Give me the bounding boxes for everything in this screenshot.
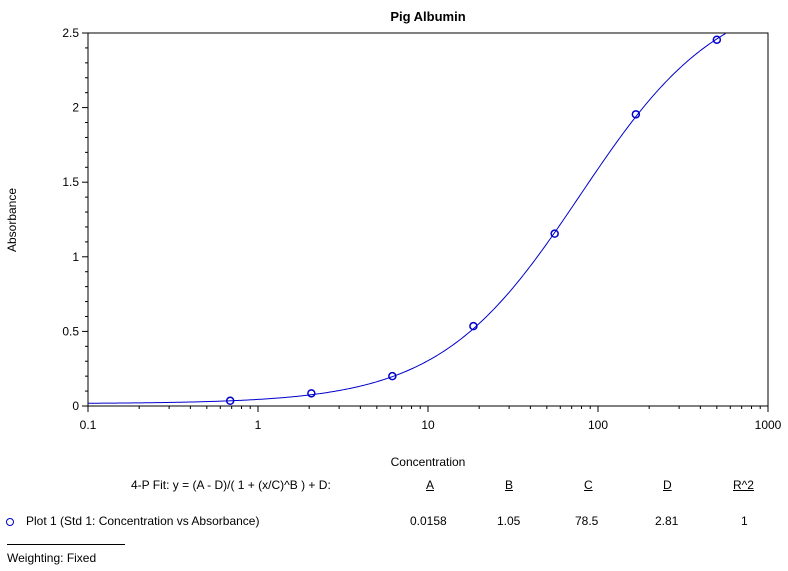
x-tick-label: 10 — [421, 418, 435, 432]
weighting-label: Weighting: Fixed — [7, 551, 97, 565]
data-point — [712, 35, 722, 44]
fit-header-a: A — [426, 478, 435, 492]
data-points — [225, 35, 722, 406]
data-point — [388, 371, 397, 381]
x-tick-label: 100 — [588, 418, 608, 432]
legend-series-name: Plot 1 (Std 1: Concentration vs Absorban… — [26, 514, 260, 528]
data-point — [469, 321, 478, 331]
fit-value-b: 1.05 — [497, 514, 521, 528]
chart: Pig Albumin Absorbance Concentration 0.1… — [5, 9, 782, 469]
fit-value-d: 2.81 — [655, 514, 679, 528]
y-tick-label: 0.5 — [62, 324, 79, 338]
data-point — [550, 229, 559, 238]
fit-value-r2: 1 — [741, 514, 748, 528]
y-axis-label: Absorbance — [5, 188, 19, 252]
fit-header-d: D — [663, 478, 672, 492]
fit-header-b: B — [505, 478, 514, 492]
chart-title: Pig Albumin — [390, 9, 465, 24]
weighting-divider — [7, 544, 125, 545]
fit-value-c: 78.5 — [575, 514, 599, 528]
fit-equation: 4-P Fit: y = (A - D)/( 1 + (x/C)^B ) + D… — [131, 478, 331, 492]
x-axis-label: Concentration — [391, 455, 466, 469]
x-tick-label: 1000 — [755, 418, 782, 432]
y-tick-label: 1.5 — [62, 175, 79, 189]
fit-header-r2: R^2 — [733, 478, 754, 492]
fit-header-row: 4-P Fit: y = (A - D)/( 1 + (x/C)^B ) + D… — [0, 478, 788, 496]
axes: 0.1 1 10 100 1000 0 0.5 1 1.5 2 2.5 — [62, 26, 781, 432]
legend-marker-icon — [6, 515, 14, 529]
y-tick-label: 2.5 — [62, 26, 79, 40]
y-tick-label: 0 — [72, 399, 79, 413]
data-point — [631, 110, 641, 119]
fit-header-c: C — [584, 478, 593, 492]
data-point — [225, 396, 235, 406]
fit-value-a: 0.0158 — [410, 514, 447, 528]
y-tick-label: 2 — [72, 101, 79, 115]
data-point — [307, 389, 316, 398]
fit-curve — [87, 33, 726, 404]
x-tick-label: 0.1 — [80, 418, 97, 432]
fit-values-row: Plot 1 (Std 1: Concentration vs Absorban… — [0, 514, 788, 532]
x-tick-label: 1 — [255, 418, 262, 432]
plot-frame — [87, 32, 769, 407]
y-tick-label: 1 — [72, 250, 79, 264]
